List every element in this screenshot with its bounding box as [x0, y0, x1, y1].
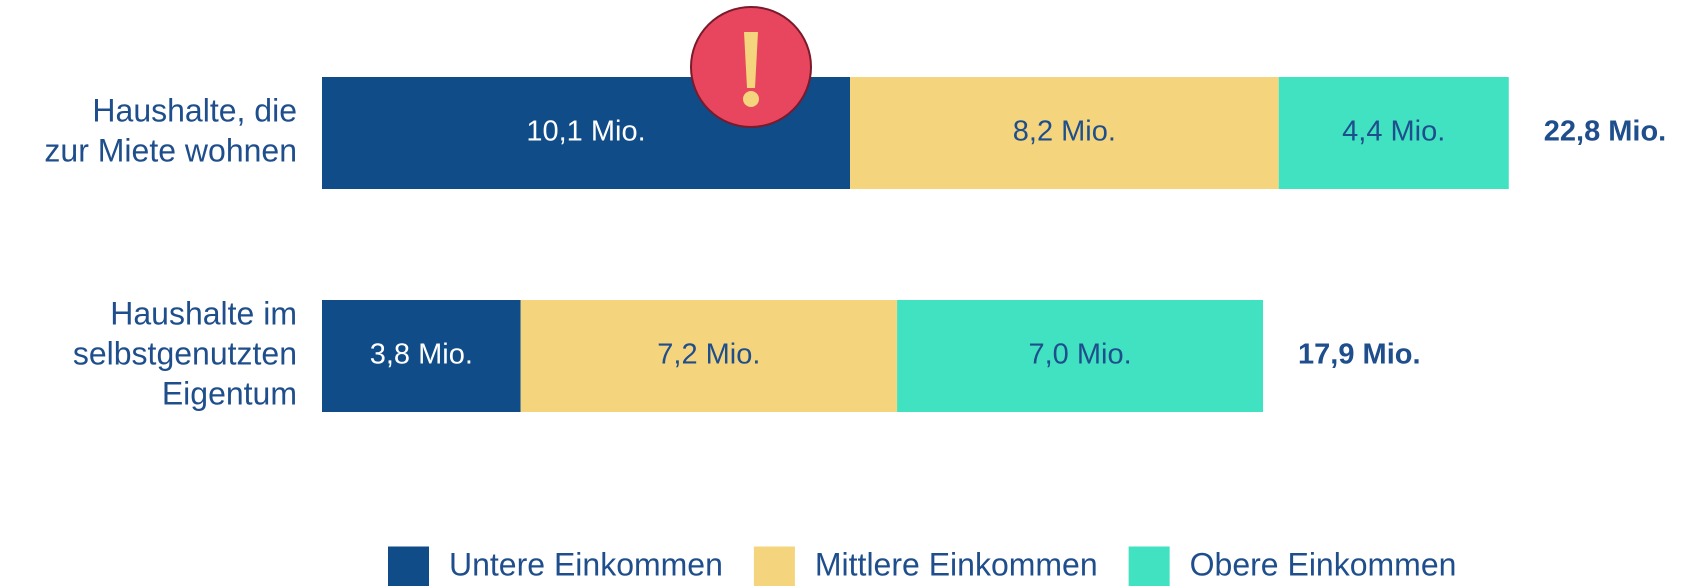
legend-label: Untere Einkommen: [449, 546, 723, 582]
value-label: 7,0 Mio.: [1028, 339, 1131, 371]
legend-swatch: [388, 546, 429, 586]
value-label: 7,2 Mio.: [657, 339, 760, 371]
bar-segment: [322, 300, 521, 412]
legend-swatch: [753, 546, 795, 586]
total-label: 17,9 Mio.: [1298, 339, 1421, 371]
category-label: Haushalte, die: [92, 92, 297, 128]
legend-label: Mittlere Einkommen: [815, 546, 1098, 582]
total-label: 22,8 Mio.: [1544, 116, 1667, 148]
warning-dot: [743, 91, 759, 107]
value-label: 3,8 Mio.: [370, 339, 473, 371]
warning-icon: [690, 6, 812, 128]
bar-segment: [850, 77, 1279, 189]
warning-bar: [744, 32, 758, 88]
value-label: 8,2 Mio.: [1013, 116, 1116, 148]
category-label: Eigentum: [162, 375, 297, 411]
bar-segment: [897, 300, 1264, 412]
category-label: zur Miete wohnen: [44, 132, 297, 168]
value-label: 10,1 Mio.: [526, 116, 645, 148]
bar-segment: [520, 300, 898, 412]
legend-swatch: [1128, 546, 1170, 586]
category-label: Haushalte im: [110, 295, 297, 331]
value-label: 4,4 Mio.: [1342, 116, 1445, 148]
category-label: selbstgenutzten: [73, 335, 297, 371]
legend-label: Obere Einkommen: [1190, 546, 1457, 582]
bar-segment: [1278, 77, 1509, 189]
